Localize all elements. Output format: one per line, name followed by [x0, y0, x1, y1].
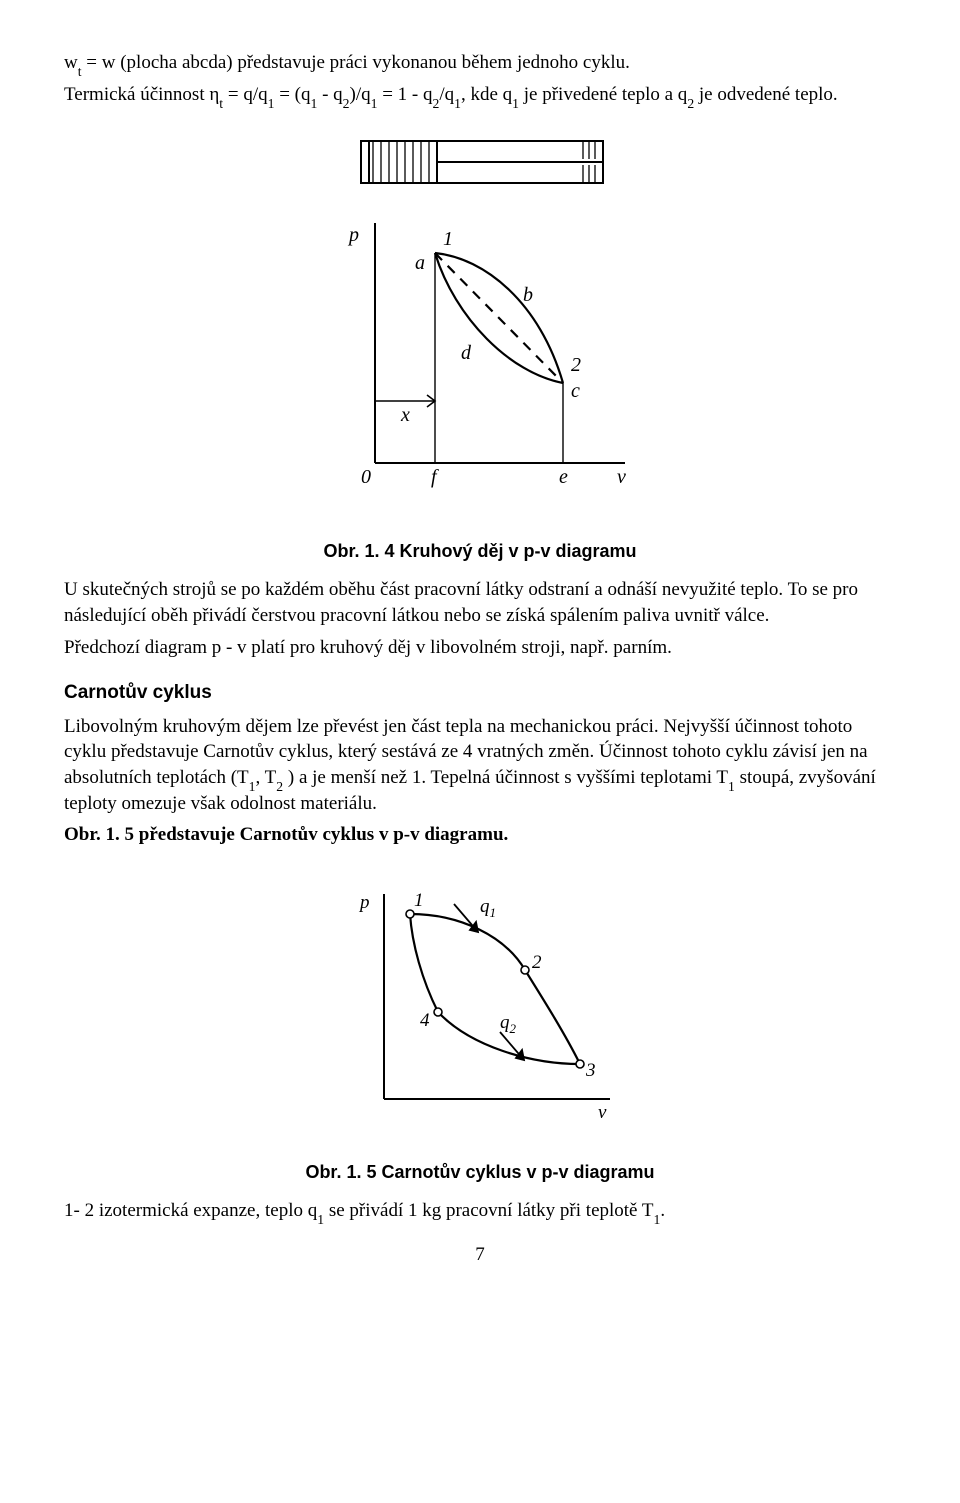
lbl-q1: q1 — [480, 896, 496, 920]
para-work: wt = w (plocha abcda) představuje práci … — [64, 50, 896, 76]
pv-diagram-2: p v 1 2 3 4 q1 q2 — [330, 874, 630, 1134]
lbl-a: a — [415, 252, 425, 274]
sub: 1 — [512, 96, 519, 111]
sub: 1 — [311, 96, 318, 111]
sub: 1 — [371, 96, 378, 111]
para-efficiency: Termická účinnost ηt = q/q1 = (q1 - q2)/… — [64, 82, 896, 108]
txt: 1- 2 izotermická expanze, teplo q — [64, 1200, 317, 1221]
txt: = 1 - q — [377, 84, 432, 105]
txt: je přivedené teplo a q — [519, 84, 687, 105]
sub: 1 — [728, 779, 735, 794]
lbl-n2: 2 — [532, 952, 542, 973]
txt: Obr. 1. 5 představuje Carnotův cyklus v … — [64, 824, 508, 845]
lbl-v: v — [617, 466, 626, 488]
txt: . — [660, 1200, 665, 1221]
figure-2: p v 1 2 3 4 q1 q2 — [64, 874, 896, 1142]
figure-1: p v 0 1 2 a b c d x f e — [64, 133, 896, 521]
sub: 1 — [268, 96, 275, 111]
sub: 2 — [343, 96, 350, 111]
sub: 2 — [687, 96, 694, 111]
txt: = q/q — [223, 84, 268, 105]
para-fig-ref: Obr. 1. 5 představuje Carnotův cyklus v … — [64, 822, 896, 848]
caption-fig2: Obr. 1. 5 Carnotův cyklus v p-v diagramu — [64, 1160, 896, 1184]
heading-carnot: Carnotův cyklus — [64, 680, 896, 706]
lbl-x: x — [400, 404, 410, 426]
txt: /q — [439, 84, 454, 105]
txt: Termická účinnost η — [64, 84, 219, 105]
lbl-f: f — [431, 466, 439, 488]
lbl-e: e — [559, 466, 568, 488]
txt: - q — [317, 84, 342, 105]
sub: t — [219, 96, 223, 111]
para-prev-diagram: Předchozí diagram p - v platí pro kruhov… — [64, 635, 896, 661]
lbl-2: 2 — [571, 354, 581, 376]
sub: 1 — [317, 1212, 324, 1227]
sub: t — [78, 64, 82, 79]
para-isothermal: 1- 2 izotermická expanze, teplo q1 se př… — [64, 1198, 896, 1224]
lbl-0: 0 — [361, 466, 371, 488]
txt: )/q — [350, 84, 371, 105]
lbl-p: p — [347, 224, 359, 246]
caption-fig1: Obr. 1. 4 Kruhový děj v p-v diagramu — [64, 539, 896, 563]
sub: 2 — [276, 779, 283, 794]
lbl-d: d — [461, 342, 472, 364]
lbl-n3: 3 — [585, 1060, 596, 1081]
lbl-b: b — [523, 284, 533, 306]
txt: je odvedené teplo. — [694, 84, 838, 105]
lbl-q2: q2 — [500, 1012, 517, 1036]
txt: = (q — [274, 84, 310, 105]
pv-diagram-1: p v 0 1 2 a b c d x f e — [315, 133, 645, 513]
txt: , kde q — [461, 84, 512, 105]
page-number: 7 — [64, 1242, 896, 1268]
para-real-engines: U skutečných strojů se po každém oběhu č… — [64, 577, 896, 628]
lbl-c: c — [571, 380, 580, 402]
txt: ) a je menší než 1. Tepelná účinnost s v… — [283, 767, 728, 788]
lbl-n4: 4 — [420, 1010, 430, 1031]
txt: w — [64, 52, 78, 73]
txt: , T — [256, 767, 277, 788]
lbl-1: 1 — [443, 228, 453, 250]
sub: 1 — [454, 96, 461, 111]
sub: 1 — [249, 779, 256, 794]
txt: = w (plocha abcda) představuje práci vyk… — [82, 52, 630, 73]
sub: 1 — [654, 1212, 661, 1227]
lbl-p2: p — [358, 892, 370, 913]
para-carnot: Libovolným kruhovým dějem lze převést je… — [64, 714, 896, 817]
txt: se přivádí 1 kg pracovní látky při teplo… — [324, 1200, 653, 1221]
lbl-v2: v — [598, 1102, 607, 1123]
lbl-n1: 1 — [414, 890, 424, 911]
sub: 2 — [433, 96, 440, 111]
